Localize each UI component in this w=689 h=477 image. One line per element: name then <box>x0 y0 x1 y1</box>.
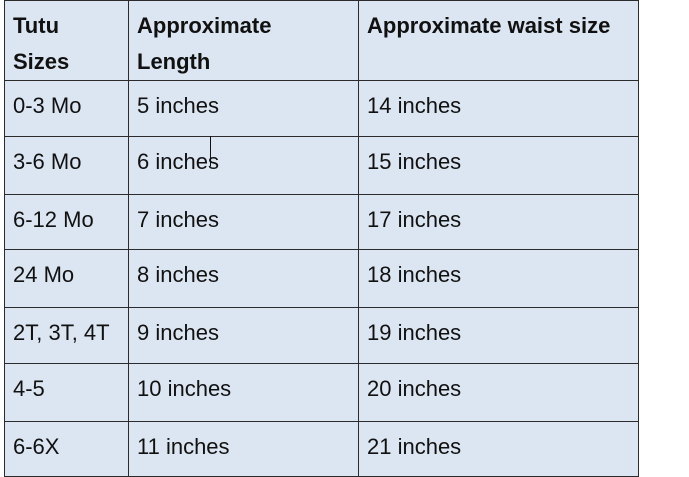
tutu-size-table: Tutu Sizes Approximate Length Approximat… <box>4 0 639 477</box>
size-cell: 3-6 Mo <box>4 136 129 195</box>
table-row: 3-6 Mo 6 inches 15 inches <box>4 136 639 195</box>
size-cell: 6-6X <box>4 421 129 477</box>
table-row: 2T, 3T, 4T 9 inches 19 inches <box>4 307 639 364</box>
header-waist: Approximate waist size <box>358 0 639 81</box>
length-cell: 11 inches <box>128 421 359 477</box>
length-cell: 6 inches <box>128 136 359 195</box>
size-cell: 0-3 Mo <box>4 80 129 137</box>
table-row: 24 Mo 8 inches 18 inches <box>4 249 639 308</box>
header-row: Tutu Sizes Approximate Length Approximat… <box>4 0 639 81</box>
length-cell: 5 inches <box>128 80 359 137</box>
waist-cell: 14 inches <box>358 80 639 137</box>
length-cell: 7 inches <box>128 194 359 250</box>
waist-cell: 20 inches <box>358 363 639 422</box>
header-length: Approximate Length <box>128 0 359 81</box>
header-size: Tutu Sizes <box>4 0 129 81</box>
length-cell: 8 inches <box>128 249 359 308</box>
waist-cell: 18 inches <box>358 249 639 308</box>
size-cell: 24 Mo <box>4 249 129 308</box>
table-row: 6-6X 11 inches 21 inches <box>4 421 639 477</box>
waist-cell: 21 inches <box>358 421 639 477</box>
size-cell: 2T, 3T, 4T <box>4 307 129 364</box>
table-row: 6-12 Mo 7 inches 17 inches <box>4 194 639 250</box>
size-cell: 6-12 Mo <box>4 194 129 250</box>
size-cell: 4-5 <box>4 363 129 422</box>
length-cell: 9 inches <box>128 307 359 364</box>
waist-cell: 17 inches <box>358 194 639 250</box>
table-row: 0-3 Mo 5 inches 14 inches <box>4 80 639 137</box>
text-cursor <box>210 136 211 166</box>
length-cell: 10 inches <box>128 363 359 422</box>
table-row: 4-5 10 inches 20 inches <box>4 363 639 422</box>
waist-cell: 15 inches <box>358 136 639 195</box>
waist-cell: 19 inches <box>358 307 639 364</box>
